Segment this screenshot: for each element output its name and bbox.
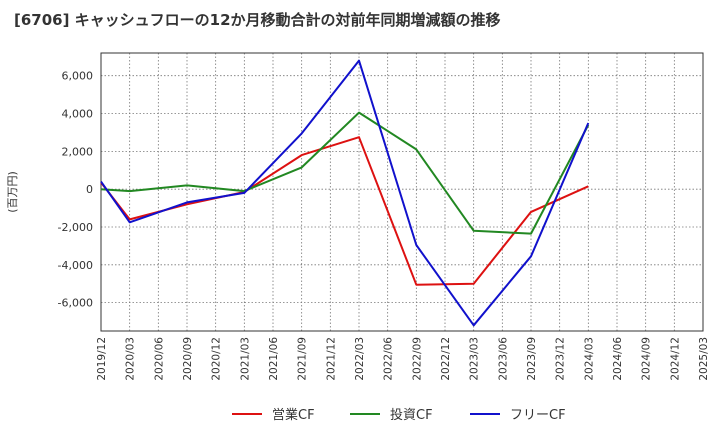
legend-label: 営業CF (272, 407, 315, 423)
y-tick-label: 2,000 (62, 145, 94, 158)
x-tick-label: 2020/06 (153, 337, 165, 381)
x-tick-label: 2023/06 (497, 337, 509, 381)
legend-label: 投資CF (390, 407, 433, 423)
series-line (100, 136, 589, 286)
x-tick-label: 2020/12 (211, 337, 223, 381)
y-axis-label: (百万円) (6, 171, 19, 213)
chart-title: [6706] キャッシュフローの12か月移動合計の対前年同期増減額の推移 (14, 11, 501, 29)
x-tick-label: 2019/12 (96, 337, 108, 381)
x-tick-label: 2021/03 (239, 337, 251, 381)
series-layer (100, 59, 590, 327)
plot-frame (100, 52, 704, 332)
x-tick-labels: 2019/12 2020/03 2020/06 2020/09 2020/12 2021/… (96, 337, 710, 381)
y-tick-label: 6,000 (62, 70, 94, 83)
y-tick-label: -6,000 (58, 297, 93, 310)
y-tick-label: 0 (86, 183, 93, 196)
x-tick-label: 2024/06 (612, 337, 624, 381)
y-tick-label: -4,000 (58, 259, 93, 272)
x-tick-label: 2022/06 (383, 337, 395, 381)
x-tick-label: 2022/03 (354, 337, 366, 381)
series-line (100, 59, 590, 327)
x-tick-label: 2020/09 (182, 337, 194, 381)
series-line (100, 111, 590, 235)
x-tick-label: 2022/09 (411, 337, 423, 381)
y-tick-label: -2,000 (58, 221, 93, 234)
grid-layer (101, 53, 703, 331)
y-tick-labels: -6,000 -4,000 -2,000 0 2,000 4,000 6,000 (58, 70, 93, 310)
x-tick-label: 2025/03 (698, 337, 710, 381)
legend-label: フリーCF (510, 408, 566, 423)
x-tick-label: 2023/03 (469, 337, 481, 381)
x-tick-label: 2022/12 (440, 337, 452, 381)
x-tick-label: 2024/03 (583, 337, 595, 381)
y-tick-label: 4,000 (62, 108, 94, 121)
x-tick-label: 2021/06 (268, 337, 280, 381)
x-tick-label: 2024/12 (669, 337, 681, 381)
x-tick-label: 2024/09 (641, 337, 653, 381)
x-tick-label: 2023/12 (555, 337, 567, 381)
x-tick-label: 2021/09 (297, 337, 309, 381)
legend: 営業CF 投資CF フリーCF (232, 407, 566, 423)
x-tick-label: 2020/03 (125, 337, 137, 381)
x-tick-label: 2023/09 (526, 337, 538, 381)
x-tick-label: 2021/12 (325, 337, 337, 381)
